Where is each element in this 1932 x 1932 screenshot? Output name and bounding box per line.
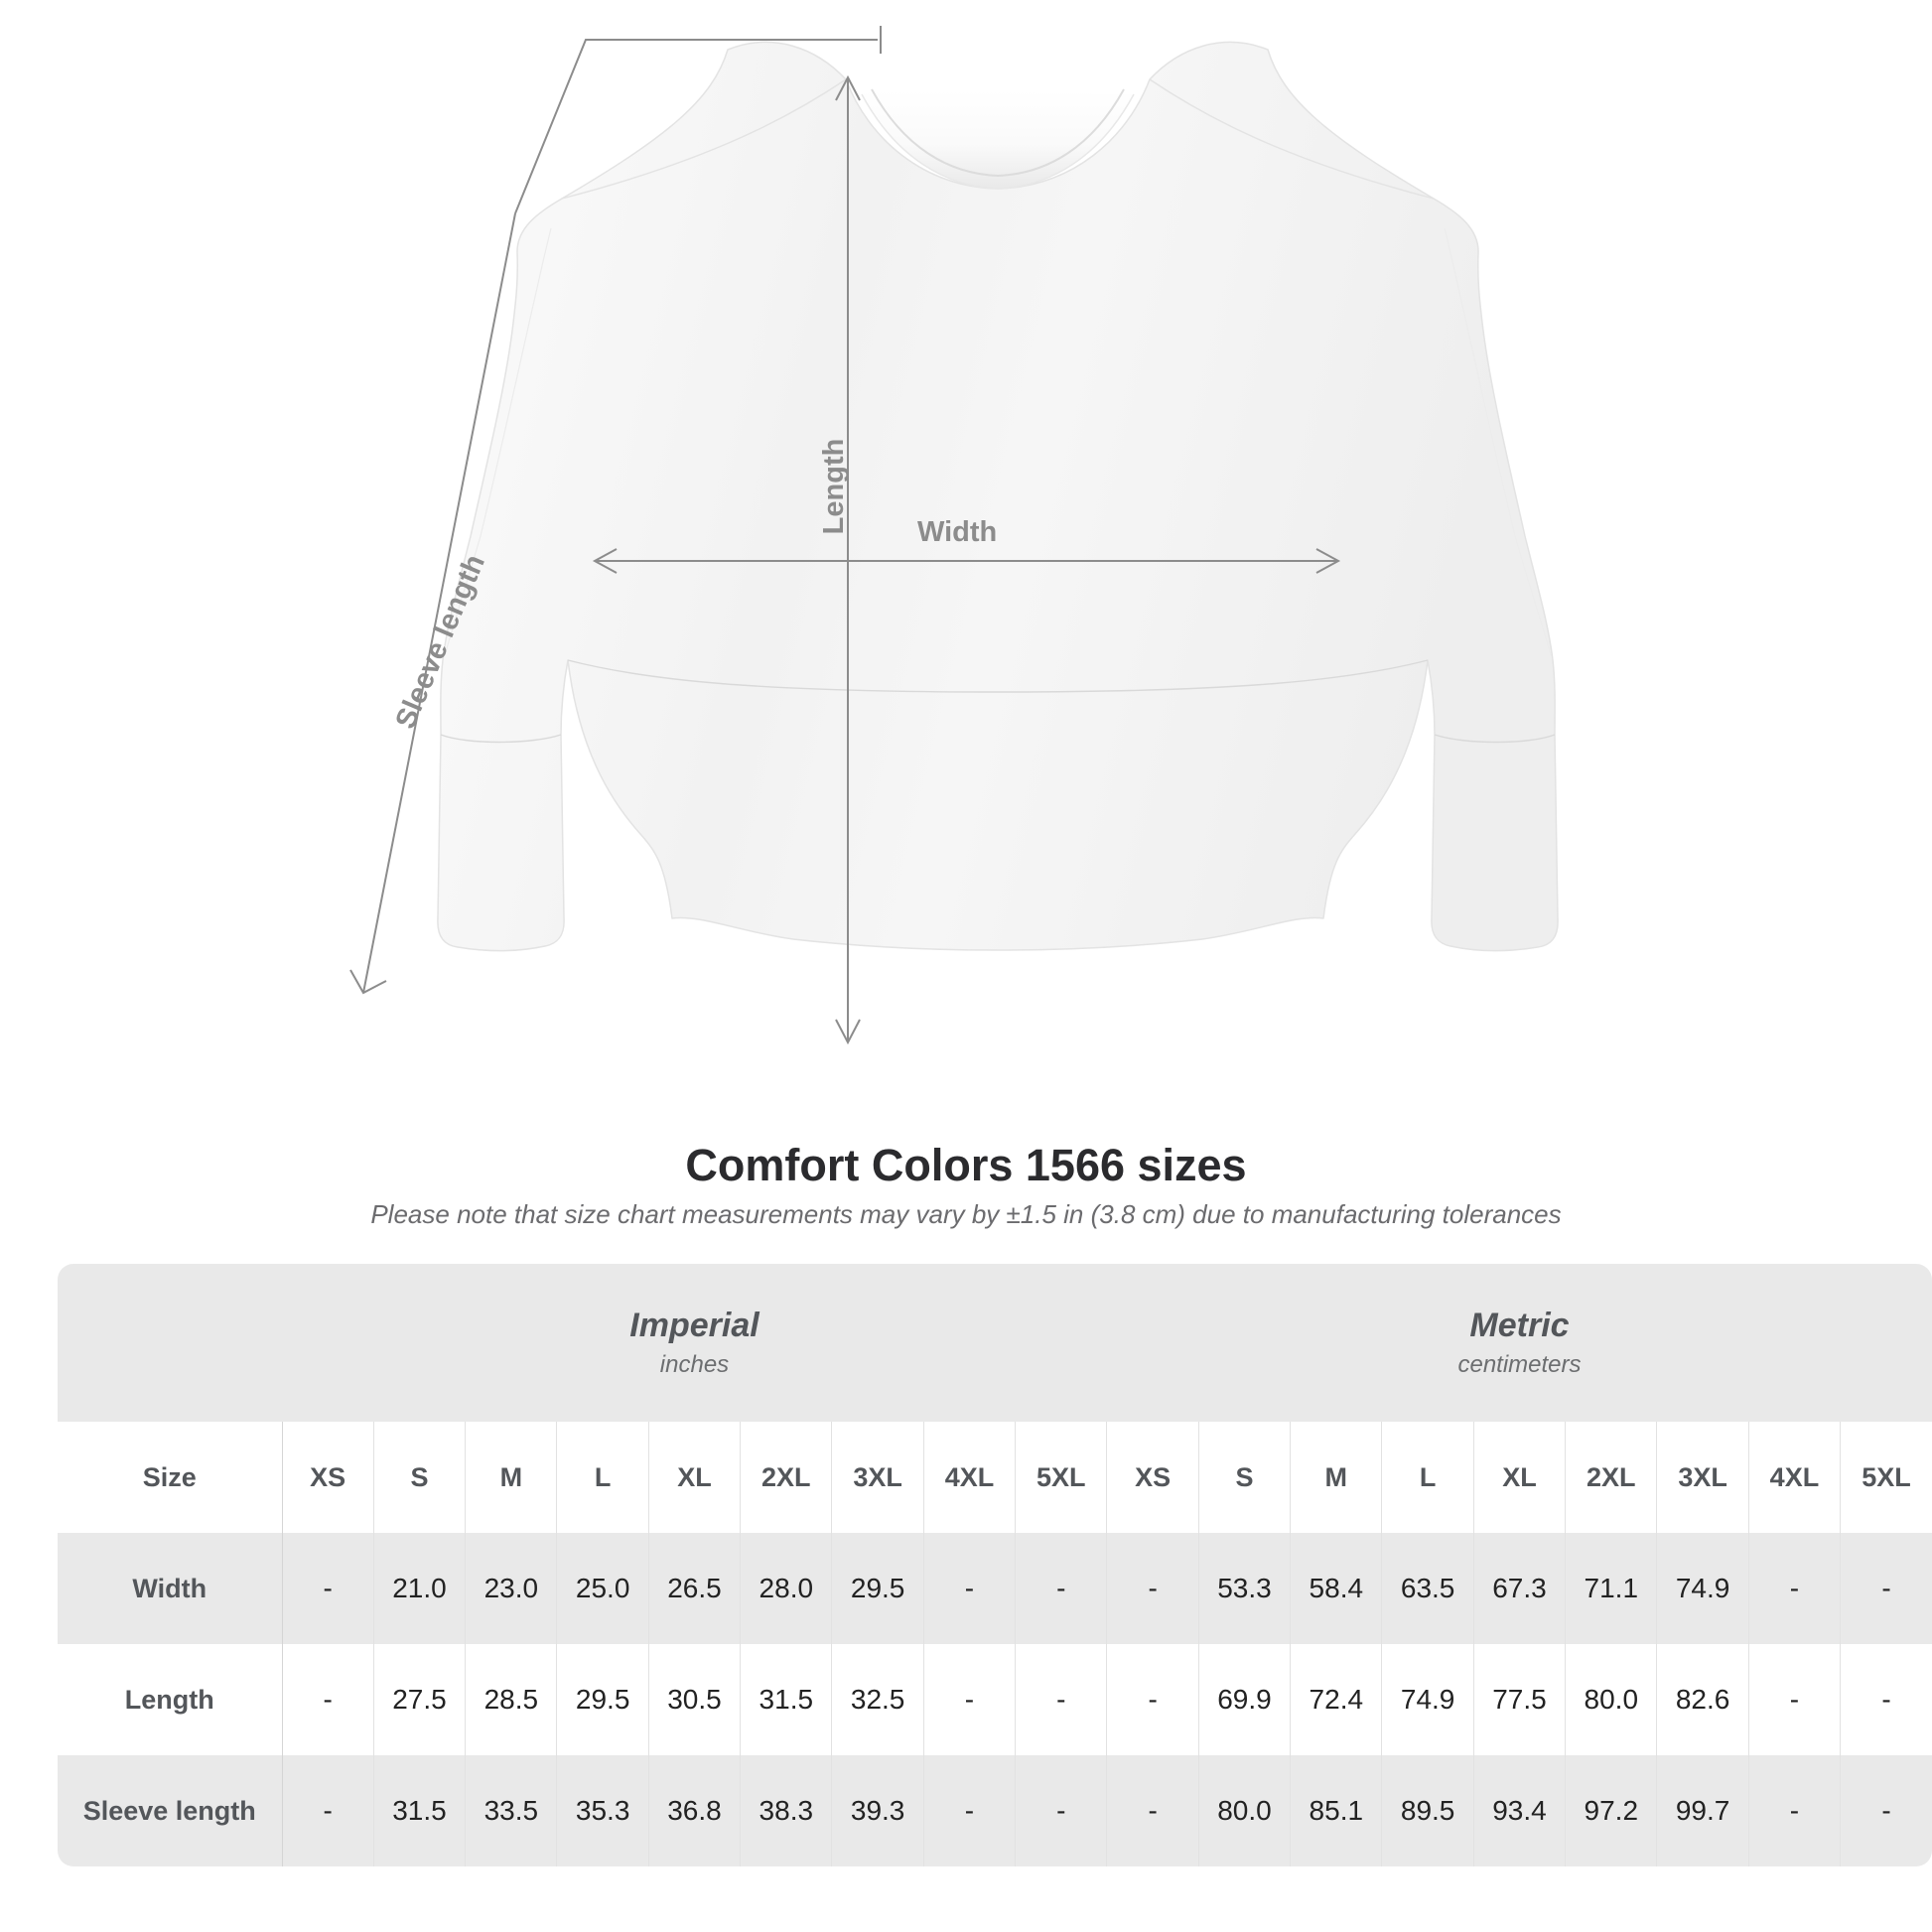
- svg-text:Length: Length: [818, 439, 850, 535]
- svg-text:Width: Width: [917, 516, 997, 548]
